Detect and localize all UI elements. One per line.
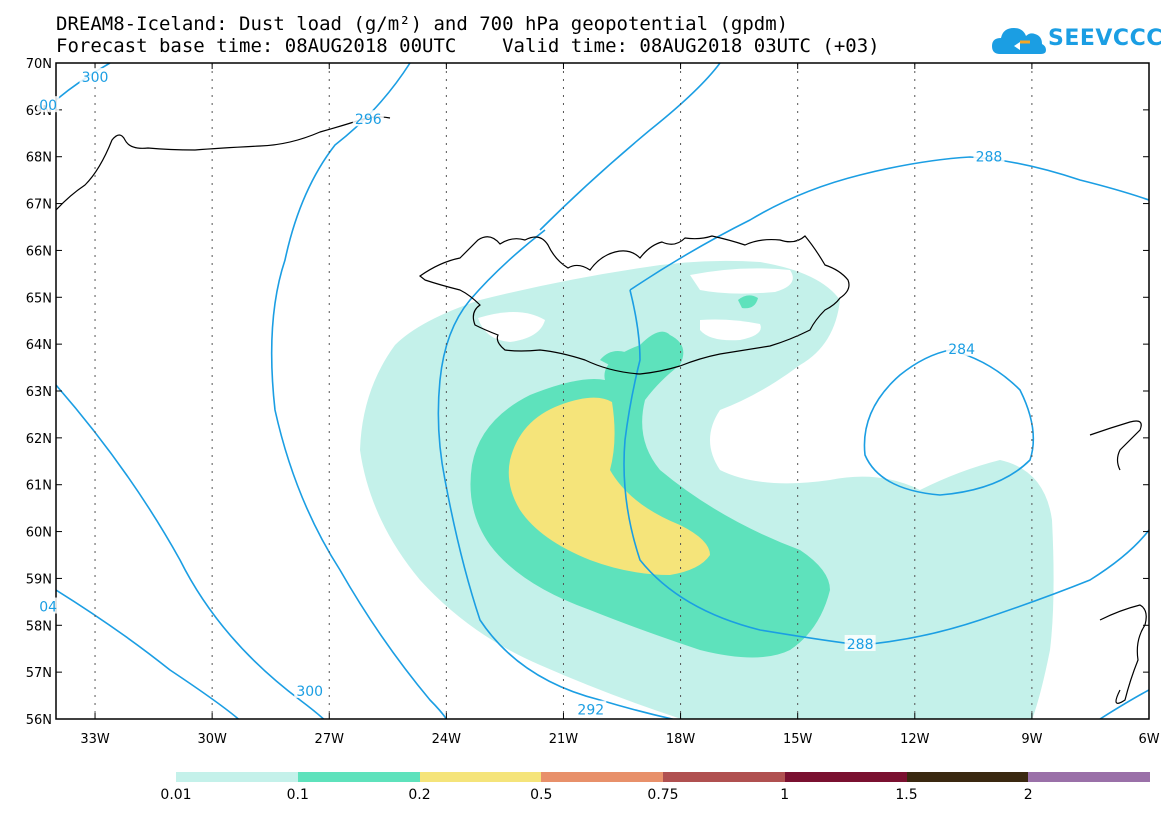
lon-label: 30W <box>197 732 227 747</box>
lat-label: 65N <box>26 291 52 306</box>
map-title: DREAM8-Iceland: Dust load (g/m²) and 700… <box>56 13 789 35</box>
lon-label: 33W <box>80 732 110 747</box>
contour-label: 296 <box>355 112 382 128</box>
cloud-icon <box>992 28 1046 54</box>
lat-label: 63N <box>26 385 52 400</box>
lat-label: 67N <box>26 198 52 213</box>
lat-label: 60N <box>26 526 52 541</box>
lat-label: 68N <box>26 151 52 166</box>
seevccc-logo: SEEVCCC <box>990 20 1163 60</box>
lat-label: 57N <box>26 666 52 681</box>
lon-label: 6W <box>1138 732 1159 747</box>
legend-label: 0.5 <box>530 787 553 803</box>
lon-label: 9W <box>1021 732 1042 747</box>
contour-label: 04 <box>39 600 57 616</box>
lat-label: 58N <box>26 619 52 634</box>
lon-label: 12W <box>900 732 930 747</box>
lon-label: 15W <box>783 732 813 747</box>
contour-label: 00 <box>39 98 57 114</box>
lat-label: 56N <box>26 713 52 728</box>
legend-swatch <box>419 772 542 782</box>
legend-swatch <box>906 772 1029 782</box>
legend-swatch <box>663 772 785 782</box>
legend-label: 0.75 <box>647 787 679 803</box>
color-legend <box>176 772 1150 782</box>
legend-label: 2 <box>1023 787 1033 803</box>
legend-swatch <box>176 772 298 782</box>
lat-label: 70N <box>26 57 52 72</box>
lon-label: 24W <box>432 732 462 747</box>
legend-label: 1.5 <box>895 787 918 803</box>
geopotential-contours <box>56 63 1149 719</box>
lon-label: 27W <box>315 732 345 747</box>
legend-label: 0.1 <box>286 787 309 803</box>
contour-label: 284 <box>948 342 975 358</box>
logo-text: SEEVCCC <box>1048 26 1163 51</box>
contour-label: 300 <box>296 684 323 700</box>
lat-label: 62N <box>26 432 52 447</box>
legend-swatch <box>1028 772 1150 782</box>
legend-swatch <box>297 772 420 782</box>
lat-label: 66N <box>26 244 52 259</box>
dust-area-0-2 <box>508 397 710 575</box>
coastlines <box>56 116 1147 704</box>
legend-label: 0.2 <box>408 787 431 803</box>
contour-label: 300 <box>82 70 109 86</box>
lon-label: 18W <box>666 732 696 747</box>
contour-label: 288 <box>976 150 1003 166</box>
contour-label: 292 <box>577 703 604 719</box>
lon-label: 21W <box>549 732 579 747</box>
contour-label: 288 <box>847 637 874 653</box>
lat-label: 61N <box>26 479 52 494</box>
legend-swatch <box>784 772 907 782</box>
lat-label: 59N <box>26 572 52 587</box>
legend-label: 1 <box>780 787 790 803</box>
legend-label: 0.01 <box>160 787 192 803</box>
legend-swatch <box>541 772 663 782</box>
lat-label: 64N <box>26 338 52 353</box>
dust-area-0-01 <box>360 260 1054 719</box>
map-subtitle: Forecast base time: 08AUG2018 00UTC Vali… <box>56 35 880 57</box>
